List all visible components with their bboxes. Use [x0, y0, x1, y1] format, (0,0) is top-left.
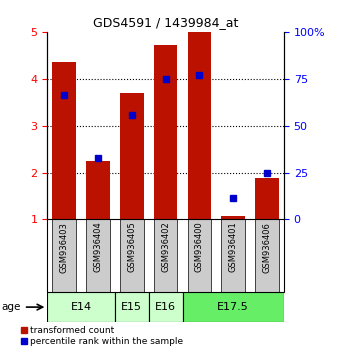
FancyBboxPatch shape: [52, 219, 76, 292]
Text: GSM936402: GSM936402: [161, 222, 170, 273]
Bar: [188, 32, 211, 219]
Text: GSM936401: GSM936401: [229, 222, 238, 273]
Legend: transformed count, percentile rank within the sample: transformed count, percentile rank withi…: [17, 323, 187, 350]
Text: E16: E16: [155, 302, 176, 312]
Text: E17.5: E17.5: [217, 302, 249, 312]
Title: GDS4591 / 1439984_at: GDS4591 / 1439984_at: [93, 16, 238, 29]
Text: GSM936405: GSM936405: [127, 222, 136, 273]
FancyBboxPatch shape: [115, 292, 149, 322]
Bar: [221, 216, 245, 219]
Bar: [120, 93, 144, 219]
FancyBboxPatch shape: [149, 292, 183, 322]
FancyBboxPatch shape: [183, 292, 284, 322]
FancyBboxPatch shape: [221, 219, 245, 292]
FancyBboxPatch shape: [120, 219, 144, 292]
Text: GSM936400: GSM936400: [195, 222, 204, 273]
FancyBboxPatch shape: [86, 219, 110, 292]
Text: E14: E14: [71, 302, 92, 312]
Bar: [154, 45, 177, 219]
FancyBboxPatch shape: [47, 292, 115, 322]
Text: GSM936406: GSM936406: [263, 222, 271, 273]
Bar: [255, 178, 279, 219]
FancyBboxPatch shape: [154, 219, 177, 292]
Text: GSM936404: GSM936404: [94, 222, 102, 273]
Text: E15: E15: [121, 302, 142, 312]
Text: age: age: [2, 302, 21, 312]
FancyBboxPatch shape: [255, 219, 279, 292]
Bar: [52, 62, 76, 219]
Text: GSM936403: GSM936403: [60, 222, 69, 273]
FancyBboxPatch shape: [188, 219, 211, 292]
Bar: [86, 161, 110, 219]
